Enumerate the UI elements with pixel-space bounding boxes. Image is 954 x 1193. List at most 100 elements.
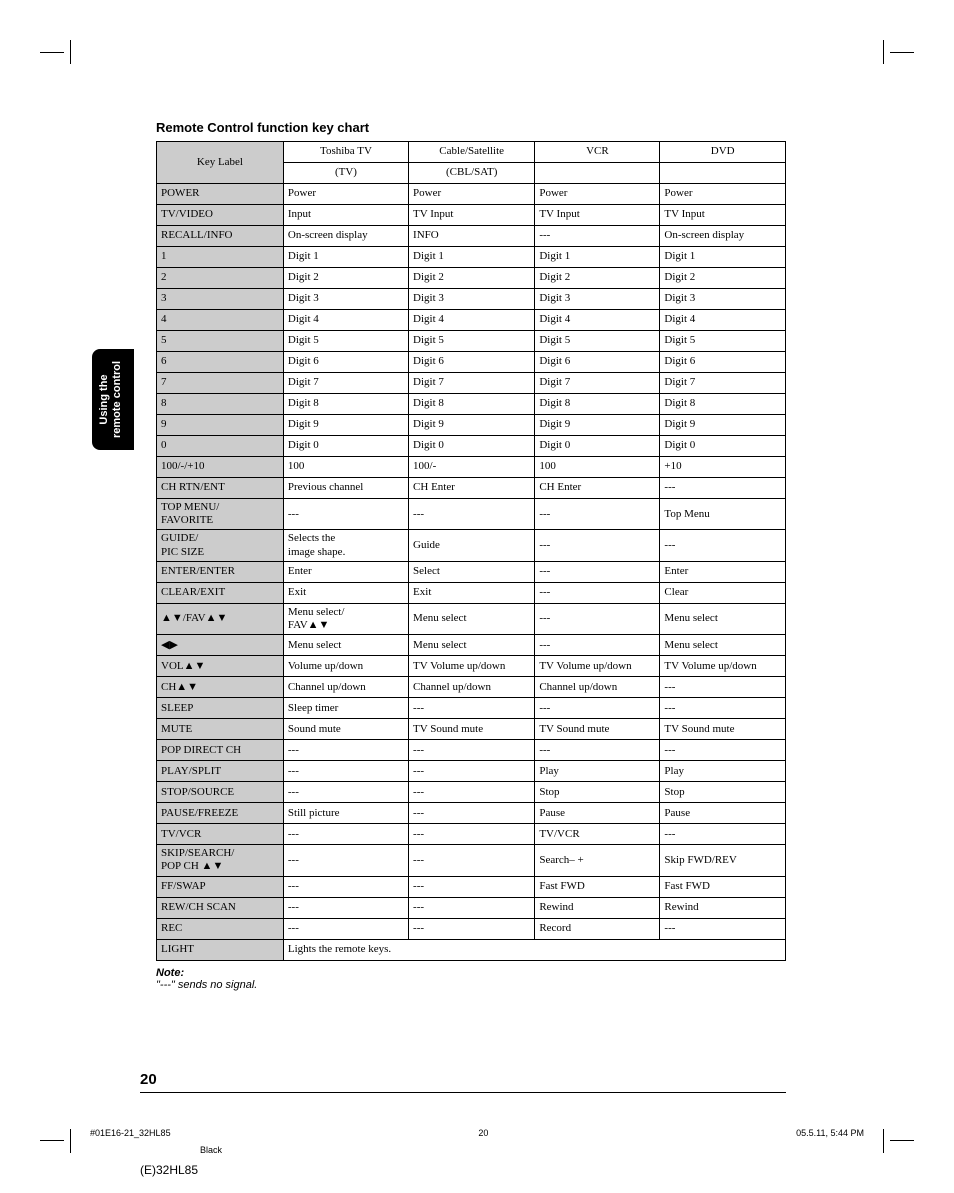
section-tab-line1: Using the bbox=[98, 374, 110, 424]
key-label-cell: 4 bbox=[157, 310, 284, 331]
data-cell: Digit 2 bbox=[409, 268, 535, 289]
data-cell: --- bbox=[283, 876, 408, 897]
data-cell: +10 bbox=[660, 457, 786, 478]
data-cell: Digit 1 bbox=[409, 247, 535, 268]
key-label-cell: 8 bbox=[157, 394, 284, 415]
data-cell: --- bbox=[283, 918, 408, 939]
data-cell: Sound mute bbox=[283, 719, 408, 740]
data-cell: Play bbox=[535, 761, 660, 782]
data-cell: Digit 8 bbox=[660, 394, 786, 415]
spanning-cell: Lights the remote keys. bbox=[283, 939, 785, 960]
key-label-cell: GUIDE/PIC SIZE bbox=[157, 530, 284, 561]
data-cell: Stop bbox=[535, 782, 660, 803]
key-label-cell: VOL▲▼ bbox=[157, 656, 284, 677]
footer-meta: #01E16-21_32HL85 20 05.5.11, 5:44 PM bbox=[90, 1128, 864, 1138]
data-cell: Skip FWD/REV bbox=[660, 845, 786, 876]
table-row: REW/CH SCAN------RewindRewind bbox=[157, 897, 786, 918]
data-cell: Power bbox=[535, 184, 660, 205]
note-label: Note: bbox=[156, 967, 786, 979]
col-header-dvd-2 bbox=[660, 163, 786, 184]
table-row: RECALL/INFOOn-screen displayINFO---On-sc… bbox=[157, 226, 786, 247]
table-row: REC------Record--- bbox=[157, 918, 786, 939]
table-row: 0Digit 0Digit 0Digit 0Digit 0 bbox=[157, 436, 786, 457]
data-cell: Digit 4 bbox=[535, 310, 660, 331]
data-cell: Digit 7 bbox=[409, 373, 535, 394]
data-cell: --- bbox=[535, 499, 660, 530]
data-cell: Digit 6 bbox=[283, 352, 408, 373]
table-body: POWERPowerPowerPowerPowerTV/VIDEOInputTV… bbox=[157, 184, 786, 961]
data-cell: TV Sound mute bbox=[409, 719, 535, 740]
data-cell: Menu select bbox=[409, 635, 535, 656]
table-row: 5Digit 5Digit 5Digit 5Digit 5 bbox=[157, 331, 786, 352]
data-cell: Digit 5 bbox=[409, 331, 535, 352]
col-header-vcr-2 bbox=[535, 163, 660, 184]
data-cell: --- bbox=[535, 635, 660, 656]
table-row: 2Digit 2Digit 2Digit 2Digit 2 bbox=[157, 268, 786, 289]
key-label-cell: LIGHT bbox=[157, 939, 284, 960]
data-cell: TV Volume up/down bbox=[409, 656, 535, 677]
page-num-rule bbox=[140, 1092, 786, 1093]
data-cell: Top Menu bbox=[660, 499, 786, 530]
data-cell: Digit 9 bbox=[535, 415, 660, 436]
data-cell: On-screen display bbox=[283, 226, 408, 247]
data-cell: Digit 3 bbox=[409, 289, 535, 310]
data-cell: --- bbox=[535, 582, 660, 603]
data-cell: Digit 2 bbox=[535, 268, 660, 289]
data-cell: Pause bbox=[535, 803, 660, 824]
key-label-cell: PAUSE/FREEZE bbox=[157, 803, 284, 824]
data-cell: --- bbox=[660, 824, 786, 845]
key-label-cell: CH▲▼ bbox=[157, 677, 284, 698]
data-cell: Menu select bbox=[660, 603, 786, 634]
key-label-cell: 5 bbox=[157, 331, 284, 352]
data-cell: Pause bbox=[660, 803, 786, 824]
data-cell: --- bbox=[660, 918, 786, 939]
table-row: FF/SWAP------Fast FWDFast FWD bbox=[157, 876, 786, 897]
data-cell: Digit 7 bbox=[283, 373, 408, 394]
data-cell: CH Enter bbox=[535, 478, 660, 499]
key-label-cell: 6 bbox=[157, 352, 284, 373]
data-cell: --- bbox=[535, 530, 660, 561]
table-row: GUIDE/PIC SIZESelects theimage shape.Gui… bbox=[157, 530, 786, 561]
col-header-tv-2: (TV) bbox=[283, 163, 408, 184]
data-cell: Search– + bbox=[535, 845, 660, 876]
data-cell: Power bbox=[660, 184, 786, 205]
data-cell: --- bbox=[409, 782, 535, 803]
table-row: TOP MENU/FAVORITE---------Top Menu bbox=[157, 499, 786, 530]
data-cell: --- bbox=[660, 698, 786, 719]
data-cell: Digit 5 bbox=[535, 331, 660, 352]
data-cell: TV Input bbox=[409, 205, 535, 226]
key-label-cell: FF/SWAP bbox=[157, 876, 284, 897]
data-cell: Digit 9 bbox=[660, 415, 786, 436]
key-label-cell: ▲▼/FAV▲▼ bbox=[157, 603, 284, 634]
data-cell: Digit 0 bbox=[409, 436, 535, 457]
data-cell: TV/VCR bbox=[535, 824, 660, 845]
data-cell: 100 bbox=[535, 457, 660, 478]
data-cell: --- bbox=[409, 897, 535, 918]
table-row: 100/-/+10100100/-100+10 bbox=[157, 457, 786, 478]
data-cell: Digit 0 bbox=[535, 436, 660, 457]
data-cell: Rewind bbox=[660, 897, 786, 918]
data-cell: --- bbox=[660, 677, 786, 698]
data-cell: Digit 3 bbox=[660, 289, 786, 310]
data-cell: --- bbox=[409, 698, 535, 719]
data-cell: Digit 0 bbox=[660, 436, 786, 457]
data-cell: TV Sound mute bbox=[660, 719, 786, 740]
data-cell: Digit 4 bbox=[283, 310, 408, 331]
key-label-cell: ENTER/ENTER bbox=[157, 561, 284, 582]
data-cell: --- bbox=[409, 499, 535, 530]
data-cell: Select bbox=[409, 561, 535, 582]
data-cell: Digit 2 bbox=[660, 268, 786, 289]
key-label-cell: REC bbox=[157, 918, 284, 939]
table-row: POWERPowerPowerPowerPower bbox=[157, 184, 786, 205]
key-label-cell: 2 bbox=[157, 268, 284, 289]
data-cell: --- bbox=[660, 530, 786, 561]
content-area: Remote Control function key chart Key La… bbox=[156, 120, 786, 991]
table-row: VOL▲▼Volume up/downTV Volume up/downTV V… bbox=[157, 656, 786, 677]
key-label-cell: 7 bbox=[157, 373, 284, 394]
data-cell: --- bbox=[535, 226, 660, 247]
table-row: STOP/SOURCE------StopStop bbox=[157, 782, 786, 803]
table-row: 6Digit 6Digit 6Digit 6Digit 6 bbox=[157, 352, 786, 373]
data-cell: Menu select/FAV▲▼ bbox=[283, 603, 408, 634]
key-label-cell: 100/-/+10 bbox=[157, 457, 284, 478]
key-label-cell: MUTE bbox=[157, 719, 284, 740]
